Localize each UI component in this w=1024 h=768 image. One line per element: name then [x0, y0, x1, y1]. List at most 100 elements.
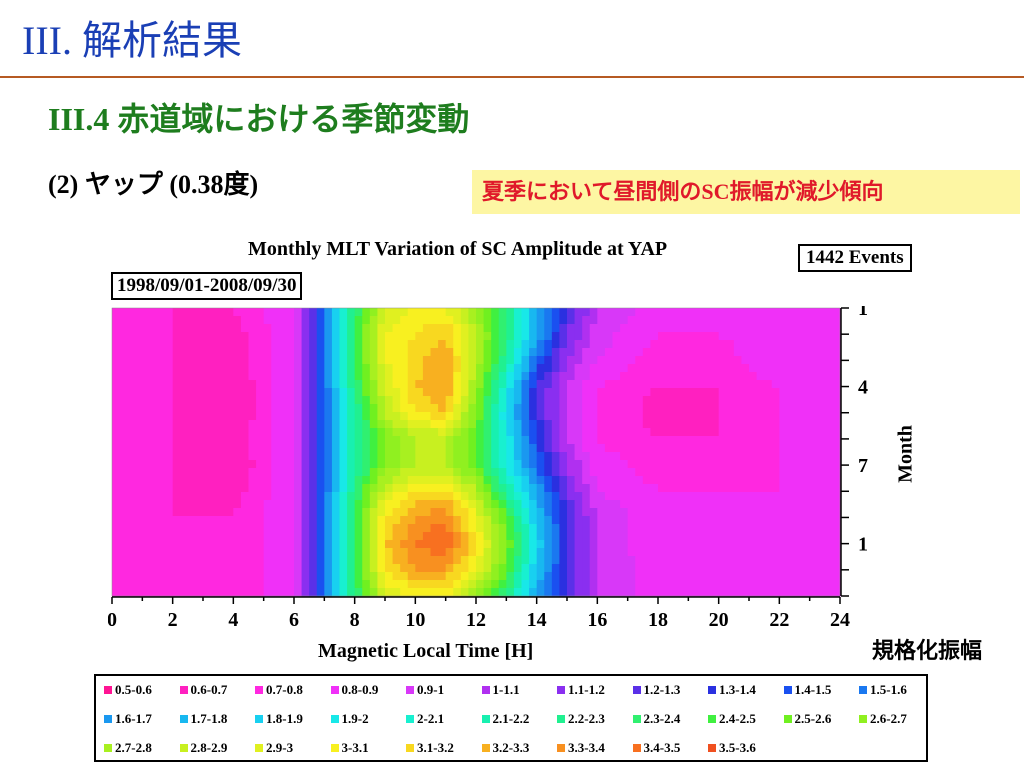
- heatmap-cell: [286, 508, 295, 517]
- heatmap-cell: [119, 356, 128, 365]
- legend-item: 0.8-0.9: [330, 682, 378, 698]
- heatmap-cell: [536, 308, 545, 317]
- heatmap-cell: [711, 420, 720, 429]
- heatmap-cell: [187, 420, 197, 429]
- heatmap-cell: [635, 428, 644, 437]
- heatmap-cell: [741, 428, 750, 437]
- heatmap-cell: [278, 532, 288, 541]
- heatmap-cell: [695, 324, 705, 333]
- heatmap-cell: [400, 444, 409, 453]
- heatmap-cell: [203, 580, 212, 589]
- heatmap-cell: [476, 588, 485, 597]
- heatmap-cell: [438, 396, 447, 405]
- heatmap-cell: [422, 396, 432, 405]
- heatmap-cell: [385, 316, 394, 325]
- heatmap-cell: [733, 372, 743, 381]
- heatmap-cell: [233, 460, 242, 469]
- heatmap-cell: [286, 564, 295, 573]
- heatmap-cell: [286, 516, 295, 525]
- heatmap-cell: [476, 332, 485, 341]
- heatmap-cell: [574, 428, 583, 437]
- heatmap-cell: [476, 476, 485, 485]
- heatmap-cell: [551, 564, 561, 573]
- heatmap-cell: [347, 444, 356, 453]
- heatmap-cell: [331, 508, 341, 517]
- heatmap-cell: [786, 444, 796, 453]
- heatmap-cell: [248, 484, 257, 493]
- heatmap-cell: [506, 396, 515, 405]
- heatmap-cell: [726, 380, 735, 389]
- heatmap-cell: [407, 380, 416, 389]
- heatmap-cell: [582, 372, 591, 381]
- heatmap-cell: [149, 532, 159, 541]
- heatmap-cell: [233, 468, 242, 477]
- heatmap-cell: [187, 444, 197, 453]
- heatmap-cell: [604, 476, 614, 485]
- heatmap-cell: [460, 332, 470, 341]
- heatmap-cell: [301, 500, 310, 509]
- heatmap-cell: [354, 380, 363, 389]
- y-axis-label: Month: [894, 425, 917, 483]
- heatmap-cell: [642, 572, 652, 581]
- heatmap-cell: [233, 476, 242, 485]
- heatmap-cell: [263, 524, 272, 533]
- heatmap-cell: [460, 572, 470, 581]
- heatmap-cell: [529, 364, 538, 373]
- heatmap-cell: [134, 588, 143, 597]
- heatmap-cell: [142, 348, 151, 357]
- heatmap-cell: [529, 380, 538, 389]
- heatmap-cell: [536, 324, 545, 333]
- heatmap-cell: [460, 516, 470, 525]
- heatmap-cell: [802, 404, 811, 413]
- heatmap-cell: [620, 412, 629, 421]
- heatmap-cell: [642, 556, 652, 565]
- heatmap-cell: [400, 380, 409, 389]
- heatmap-cell: [324, 508, 333, 517]
- heatmap-cell: [149, 500, 159, 509]
- heatmap-cell: [165, 532, 174, 541]
- heatmap-cell: [642, 588, 652, 597]
- heatmap-cell: [718, 500, 727, 509]
- heatmap-cell: [278, 436, 288, 445]
- heatmap-cell: [331, 348, 341, 357]
- heatmap-cell: [430, 460, 439, 469]
- heatmap-cell: [476, 532, 485, 541]
- heatmap-cell: [680, 524, 689, 533]
- heatmap-cell: [544, 476, 553, 485]
- heatmap-cell: [430, 356, 439, 365]
- heatmap-cell: [771, 500, 780, 509]
- heatmap-cell: [498, 356, 507, 365]
- heatmap-cell: [445, 332, 454, 341]
- heatmap-cell: [142, 412, 151, 421]
- heatmap-cell: [362, 380, 371, 389]
- heatmap-cell: [597, 348, 606, 357]
- heatmap-cell: [567, 572, 576, 581]
- heatmap-cell: [612, 428, 621, 437]
- heatmap-cell: [218, 564, 227, 573]
- heatmap-cell: [195, 484, 204, 493]
- heatmap-cell: [438, 380, 447, 389]
- heatmap-cell: [642, 388, 652, 397]
- heatmap-cell: [256, 308, 265, 317]
- heatmap-cell: [180, 420, 189, 429]
- heatmap-cell: [718, 396, 727, 405]
- heatmap-cell: [771, 356, 780, 365]
- heatmap-cell: [794, 324, 803, 333]
- heatmap-cell: [612, 508, 621, 517]
- heatmap-cell: [832, 524, 841, 533]
- heatmap-cell: [642, 316, 652, 325]
- heatmap-cell: [468, 380, 477, 389]
- heatmap-cell: [218, 396, 227, 405]
- heatmap-cell: [149, 476, 159, 485]
- heatmap-cell: [225, 444, 234, 453]
- x-tick-label: 12: [466, 609, 486, 631]
- heatmap-cell: [362, 372, 371, 381]
- heatmap-cell: [271, 332, 280, 341]
- heatmap-cell: [650, 564, 659, 573]
- heatmap-cell: [369, 388, 379, 397]
- heatmap-cell: [680, 316, 689, 325]
- heatmap-cell: [635, 356, 644, 365]
- heatmap-cell: [112, 348, 121, 357]
- heatmap-cell: [832, 332, 841, 341]
- heatmap-cell: [294, 348, 303, 357]
